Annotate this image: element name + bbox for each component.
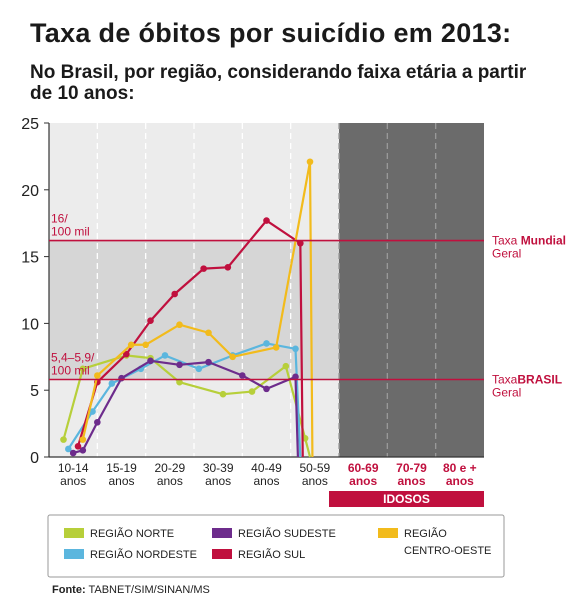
x-tick-label-unit: anos (397, 474, 425, 488)
data-point (79, 436, 87, 443)
legend-swatch (64, 528, 84, 538)
source-label: Fonte: (52, 584, 86, 596)
data-point (60, 436, 67, 443)
y-tick-label: 0 (30, 450, 39, 467)
y-tick-label: 10 (21, 316, 39, 333)
x-tick-label-unit: anos (446, 474, 474, 488)
data-point (200, 265, 207, 272)
elderly-band-label: IDOSOS (383, 492, 430, 506)
data-point (176, 378, 183, 386)
data-point (205, 358, 212, 366)
elderly-shading (339, 123, 484, 457)
x-tick-label-unit: anos (349, 474, 377, 488)
data-point (239, 372, 246, 379)
legend-label: REGIÃO SUL (238, 548, 305, 561)
data-point (161, 352, 169, 359)
data-point (229, 353, 236, 361)
data-point (74, 443, 82, 450)
x-tick-label: 70-79 (396, 461, 427, 475)
data-point (65, 445, 72, 453)
x-tick-label-unit: anos (60, 474, 86, 488)
data-point (94, 372, 101, 379)
data-point (263, 340, 270, 347)
data-point (89, 408, 96, 415)
chart-subtitle: No Brasil, por região, considerando faix… (30, 62, 527, 104)
y-tick-label: 20 (21, 183, 39, 200)
y-tick-label: 15 (21, 250, 39, 267)
data-point (94, 418, 101, 426)
x-tick-label: 40-49 (251, 461, 282, 475)
data-point (282, 362, 290, 370)
data-point (127, 341, 135, 349)
legend-label: REGIÃO NORTE (90, 527, 174, 540)
x-tick-label-unit: anos (108, 474, 134, 488)
data-point (79, 365, 87, 373)
series-line (81, 160, 314, 458)
x-tick-label: 80 e + (443, 461, 477, 475)
x-tick-label: 60-69 (348, 461, 379, 475)
source-text: TABNET/SIM/SINAN/MS (88, 584, 210, 596)
reference-left-label: 5,4–5,9/ (51, 351, 95, 365)
data-point (292, 373, 299, 381)
x-tick-label-unit: anos (205, 474, 231, 488)
legend-swatch (212, 549, 232, 559)
legend-label-2: CENTRO-OESTE (404, 545, 491, 557)
elderly-band (329, 491, 484, 507)
legend-swatch (378, 528, 398, 538)
data-point (108, 380, 116, 387)
legend-swatch (64, 549, 84, 559)
x-tick-label: 10-14 (58, 461, 89, 475)
data-point (118, 374, 125, 382)
legend-label: REGIÃO (404, 527, 447, 540)
data-point (224, 263, 232, 271)
data-point (176, 361, 183, 369)
data-point (171, 290, 178, 298)
data-point (292, 345, 299, 353)
data-point (123, 350, 130, 358)
data-point (263, 385, 270, 393)
source-note: Fonte: TABNET/SIM/SINAN/MS (52, 584, 210, 596)
legend-label: REGIÃO SUDESTE (238, 527, 336, 540)
y-tick-label: 25 (21, 116, 39, 133)
data-point (69, 449, 77, 457)
data-point (205, 329, 212, 337)
x-tick-label: 20-29 (154, 461, 185, 475)
series-line (76, 219, 304, 458)
x-tick-label-unit: anos (157, 474, 183, 488)
data-point (79, 447, 87, 454)
x-tick-label: 30-39 (203, 461, 234, 475)
legend-swatch (212, 528, 232, 538)
series-line (67, 342, 302, 458)
chart-title: Taxa de óbitos por suicídio em 2013: (30, 18, 512, 48)
x-tick-label: 15-19 (106, 461, 137, 475)
data-point (195, 365, 203, 373)
data-point (248, 388, 256, 395)
reference-right-label-2: Geral (492, 247, 521, 261)
reference-left-label: 100 mil (51, 225, 90, 239)
data-point (297, 239, 304, 247)
data-point (142, 341, 149, 349)
x-tick-label-unit: anos (302, 474, 328, 488)
reference-right-label: TaxaBRASIL (492, 373, 562, 387)
data-point (219, 390, 227, 398)
data-point (176, 321, 183, 329)
x-tick-label-unit: anos (253, 474, 279, 488)
data-point (263, 217, 270, 224)
data-point (272, 344, 280, 351)
legend-label: REGIÃO NORDESTE (90, 548, 197, 561)
reference-right-label-2: Geral (492, 386, 521, 400)
reference-left-label: 16/ (51, 212, 68, 226)
x-tick-label: 50-59 (299, 461, 330, 475)
reference-left-label: 100 mil (51, 364, 90, 378)
y-tick-label: 5 (30, 383, 39, 400)
data-point (147, 357, 154, 365)
reference-right-label: Taxa Mundial (492, 234, 566, 248)
data-point (306, 158, 314, 166)
data-point (147, 317, 154, 325)
